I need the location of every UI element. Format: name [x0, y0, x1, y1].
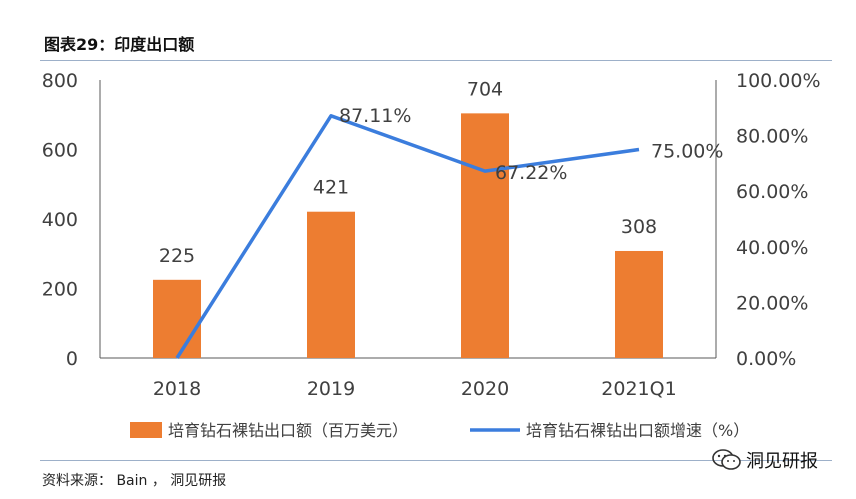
- brand-name: 洞见研报: [746, 451, 818, 472]
- bar: [615, 250, 663, 358]
- legend-line-label: 培育钻石裸钻出口额增速（%）: [526, 421, 749, 440]
- source-divider: [40, 460, 832, 461]
- bar-value-label: 308: [621, 216, 657, 238]
- y-left-tick-label: 800: [42, 70, 78, 92]
- brand-badge: 洞见研报: [712, 447, 818, 473]
- y-left-tick-label: 400: [42, 209, 78, 231]
- line-value-label: 75.00%: [651, 141, 723, 163]
- wechat-icon: [712, 449, 741, 470]
- line-value-label: 67.22%: [495, 162, 567, 184]
- y-right-tick-label: 20.00%: [736, 292, 808, 314]
- source-note: 资料来源： Bain ， 洞见研报: [42, 473, 227, 489]
- chart-title: 图表29：印度出口额: [44, 35, 195, 54]
- x-tick-label: 2020: [461, 378, 509, 400]
- y-left-tick-label: 0: [66, 348, 78, 370]
- y-right-tick-label: 40.00%: [736, 237, 808, 259]
- legend-bar-label: 培育钻石裸钻出口额（百万美元）: [168, 421, 408, 440]
- y-right-tick-label: 60.00%: [736, 181, 808, 203]
- y-left-tick-label: 200: [42, 279, 78, 301]
- x-tick-label: 2018: [153, 378, 201, 400]
- y-left-tick-label: 600: [42, 140, 78, 162]
- bar-value-label: 225: [159, 245, 195, 267]
- bar: [307, 211, 355, 358]
- x-tick-label: 2019: [307, 378, 355, 400]
- bar-value-label: 421: [313, 177, 349, 199]
- bar-value-label: 704: [467, 78, 503, 100]
- growth-line: [175, 114, 640, 359]
- bar: [153, 279, 201, 358]
- bar: [461, 113, 509, 358]
- x-tick-label: 2021Q1: [601, 378, 676, 400]
- y-right-tick-label: 100.00%: [736, 70, 821, 92]
- legend-bar-swatch: [130, 422, 162, 438]
- y-right-tick-label: 0.00%: [736, 348, 796, 370]
- title-divider: [40, 60, 832, 61]
- line-value-label: 87.11%: [339, 105, 411, 127]
- y-right-tick-label: 80.00%: [736, 126, 808, 148]
